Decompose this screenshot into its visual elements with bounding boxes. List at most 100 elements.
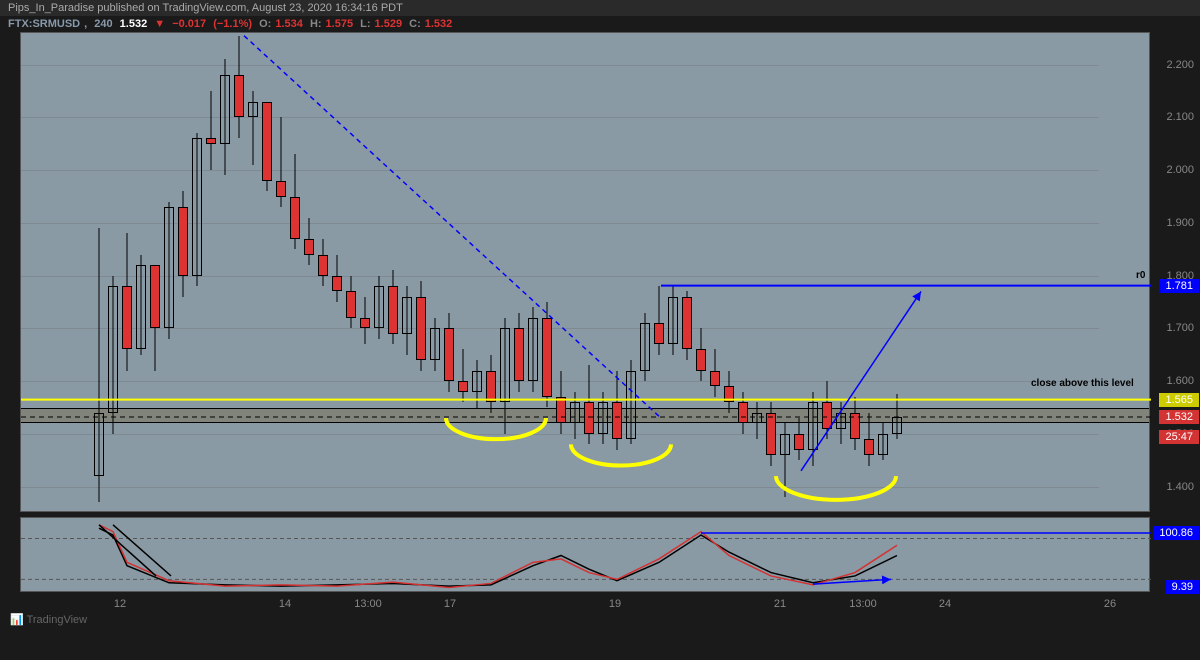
x-tick-label: 19 bbox=[609, 598, 621, 610]
candle bbox=[710, 33, 720, 511]
interval: 240 bbox=[94, 18, 112, 30]
x-axis: 12 14 13:00 17 19 21 13:00 24 26 bbox=[20, 594, 1150, 614]
indicator-level-label: 100.86 bbox=[1153, 526, 1199, 540]
candle bbox=[556, 33, 566, 511]
x-tick-label: 17 bbox=[444, 598, 456, 610]
candle bbox=[164, 33, 174, 511]
candle bbox=[696, 33, 706, 511]
candle bbox=[332, 33, 342, 511]
y-tick-label: 1.900 bbox=[1166, 217, 1194, 229]
candle bbox=[192, 33, 202, 511]
last-price: 1.532 bbox=[120, 18, 148, 30]
candle bbox=[878, 33, 888, 511]
candle bbox=[528, 33, 538, 511]
x-tick-label: 13:00 bbox=[849, 598, 877, 610]
candle bbox=[234, 33, 244, 511]
high: 1.575 bbox=[326, 18, 354, 30]
x-tick-label: 12 bbox=[114, 598, 126, 610]
candle bbox=[444, 33, 454, 511]
candle bbox=[430, 33, 440, 511]
y-tick-label: 2.000 bbox=[1166, 164, 1194, 176]
x-tick-label: 24 bbox=[939, 598, 951, 610]
indicator-overlay bbox=[21, 518, 1151, 593]
symbol-info-bar: FTX:SRMUSD, 240 1.532 ▼ −0.017 (−1.1%) O… bbox=[0, 16, 1200, 32]
candle bbox=[262, 33, 272, 511]
change: −0.017 bbox=[172, 18, 206, 30]
candle bbox=[402, 33, 412, 511]
low: 1.529 bbox=[375, 18, 403, 30]
y-tick-label: 2.200 bbox=[1166, 59, 1194, 71]
x-tick-label: 26 bbox=[1104, 598, 1116, 610]
candle bbox=[108, 33, 118, 511]
candle bbox=[780, 33, 790, 511]
candle bbox=[500, 33, 510, 511]
candle bbox=[304, 33, 314, 511]
indicator-level-label: 9.39 bbox=[1166, 580, 1199, 594]
symbol: FTX:SRMUSD bbox=[8, 18, 80, 30]
candle bbox=[472, 33, 482, 511]
candle bbox=[206, 33, 216, 511]
open: 1.534 bbox=[275, 18, 303, 30]
candle bbox=[808, 33, 818, 511]
x-tick-label: 13:00 bbox=[354, 598, 382, 610]
close: 1.532 bbox=[425, 18, 453, 30]
candle bbox=[724, 33, 734, 511]
candle bbox=[458, 33, 468, 511]
tradingview-watermark: TradingView bbox=[10, 613, 87, 626]
candle bbox=[388, 33, 398, 511]
price-level-label: 1.565 bbox=[1159, 393, 1199, 407]
candle bbox=[752, 33, 762, 511]
candle bbox=[122, 33, 132, 511]
candle bbox=[150, 33, 160, 511]
candle bbox=[794, 33, 804, 511]
price-level-label: 1.532 bbox=[1159, 410, 1199, 424]
candle bbox=[318, 33, 328, 511]
candle bbox=[542, 33, 552, 511]
chart-annotation: r0 bbox=[1136, 270, 1145, 281]
arrow-icon: ▼ bbox=[154, 18, 165, 30]
candle bbox=[94, 33, 104, 511]
candle bbox=[346, 33, 356, 511]
candle bbox=[178, 33, 188, 511]
candle bbox=[220, 33, 230, 511]
candle bbox=[584, 33, 594, 511]
y-tick-label: 1.400 bbox=[1166, 481, 1194, 493]
candle bbox=[850, 33, 860, 511]
change-pct: (−1.1%) bbox=[213, 18, 252, 30]
y-tick-label: 1.700 bbox=[1166, 322, 1194, 334]
indicator-chart[interactable]: 100.869.39 bbox=[20, 517, 1150, 592]
candle bbox=[570, 33, 580, 511]
chart-container[interactable]: 1.4001.5001.6001.7001.8001.9002.0002.100… bbox=[0, 32, 1200, 632]
candle bbox=[682, 33, 692, 511]
candle bbox=[514, 33, 524, 511]
y-tick-label: 2.100 bbox=[1166, 111, 1194, 123]
candle bbox=[654, 33, 664, 511]
candle bbox=[374, 33, 384, 511]
candle bbox=[360, 33, 370, 511]
publish-header: Pips_In_Paradise published on TradingVie… bbox=[0, 0, 1200, 16]
countdown-label: 25:47 bbox=[1159, 430, 1199, 444]
candle bbox=[486, 33, 496, 511]
candle bbox=[626, 33, 636, 511]
y-tick-label: 1.600 bbox=[1166, 375, 1194, 387]
candle bbox=[892, 33, 902, 511]
candle bbox=[640, 33, 650, 511]
x-tick-label: 21 bbox=[774, 598, 786, 610]
candle bbox=[822, 33, 832, 511]
candle bbox=[416, 33, 426, 511]
chart-annotation: close above this level bbox=[1031, 378, 1134, 389]
main-chart[interactable]: 1.4001.5001.6001.7001.8001.9002.0002.100… bbox=[20, 32, 1150, 512]
candle bbox=[136, 33, 146, 511]
candle bbox=[598, 33, 608, 511]
candle bbox=[276, 33, 286, 511]
candle bbox=[766, 33, 776, 511]
candle bbox=[864, 33, 874, 511]
candle bbox=[612, 33, 622, 511]
candle bbox=[836, 33, 846, 511]
candle bbox=[248, 33, 258, 511]
candle bbox=[668, 33, 678, 511]
candle bbox=[738, 33, 748, 511]
x-tick-label: 14 bbox=[279, 598, 291, 610]
candle bbox=[290, 33, 300, 511]
price-level-label: 1.781 bbox=[1159, 279, 1199, 293]
